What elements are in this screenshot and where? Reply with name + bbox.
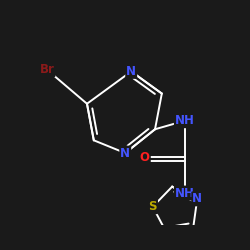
Text: NH: NH: [175, 114, 195, 127]
Text: N: N: [192, 192, 202, 205]
Text: Br: Br: [40, 63, 54, 76]
Text: O: O: [140, 151, 150, 164]
Text: N: N: [120, 146, 130, 160]
Text: NH: NH: [175, 186, 195, 200]
Text: N: N: [126, 65, 136, 78]
Text: S: S: [148, 200, 157, 213]
